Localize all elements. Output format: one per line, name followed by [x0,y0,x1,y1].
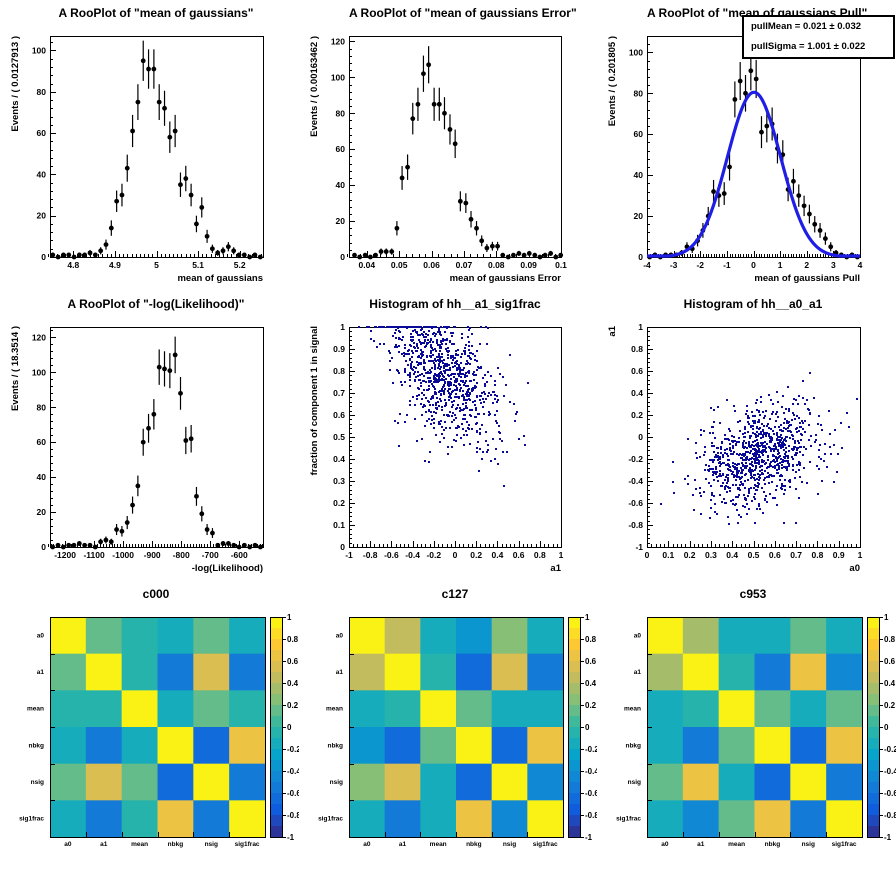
pad-title: Histogram of hh__a1_sig1frac [369,297,541,311]
pad-corrmatrix-c953: c953 [597,581,896,872]
pad-rooplot-mean-error: A RooPlot of "mean of gaussians Error" m… [299,0,597,291]
pad-corrmatrix-c127: c127 [299,581,597,872]
pad-scatter-a0-a1: Histogram of hh__a0_a1 a0 a1 [597,291,896,581]
scatter-a1-sig1frac-plot [299,291,597,581]
rooplot-mean-plot [0,0,299,291]
stat-pullsigma: pullSigma = 1.001 ± 0.022 [751,41,866,52]
pad-rooplot-mean-pull: A RooPlot of "mean of gaussians Pull" me… [597,0,896,291]
pad-title: c127 [441,587,469,601]
y-axis-title: Events / ( 18.3514 ) [10,326,21,412]
corrmatrix-c000-plot [0,581,299,872]
pad-rooplot-mean: A RooPlot of "mean of gaussians" mean of… [0,0,299,291]
pad-title: c953 [739,587,767,601]
pad-title: c000 [142,587,170,601]
pad-title: Histogram of hh__a0_a1 [683,297,823,311]
x-axis-title: mean of gaussians Pull [754,273,860,284]
rooplot-mean-error-plot [299,0,597,291]
stat-pullmean: pullMean = 0.021 ± 0.032 [751,21,862,32]
pad-rooplot-nll: A RooPlot of "-log(Likelihood)" -log(Lik… [0,291,299,581]
pad-title: A RooPlot of "-log(Likelihood)" [67,297,245,311]
pad-corrmatrix-c000: c000 [0,581,299,872]
y-axis-title: Events / ( 0.0127913 ) [10,36,21,132]
y-axis-title: Events / ( 0.00163462 ) [309,36,320,137]
corrmatrix-c953-plot [597,581,896,872]
y-axis-title: Events / ( 0.201805 ) [607,36,618,127]
y-axis-title: a1 [607,326,618,337]
corrmatrix-c127-plot [299,581,597,872]
stats-box: pullMean = 0.021 ± 0.032 pullSigma = 1.0… [742,15,895,59]
x-axis-title: -log(Likelihood) [191,563,263,574]
rooplot-nll-plot [0,291,299,581]
pad-title: A RooPlot of "mean of gaussians" [58,6,254,20]
x-axis-title: a1 [550,563,561,574]
pad-scatter-a1-sig1frac: Histogram of hh__a1_sig1frac a1 fraction… [299,291,597,581]
y-axis-title: fraction of component 1 in signal [309,326,320,476]
x-axis-title: mean of gaussians Error [449,273,561,284]
pad-title: A RooPlot of "mean of gaussians Error" [349,6,577,20]
x-axis-title: a0 [849,563,860,574]
scatter-a0-a1-plot [597,291,896,581]
x-axis-title: mean of gaussians [177,273,263,284]
